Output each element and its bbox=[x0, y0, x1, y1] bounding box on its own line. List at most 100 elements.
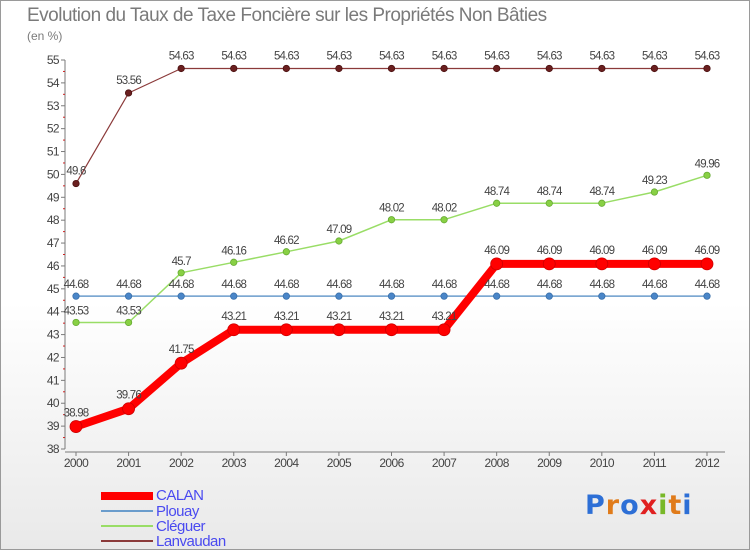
data-label-lanvaudan: 54.63 bbox=[695, 50, 720, 62]
point-plouay bbox=[177, 292, 185, 300]
point-lanvaudan bbox=[650, 64, 659, 73]
data-label-cleguer: 45.7 bbox=[172, 256, 192, 268]
x-tick-label: 2001 bbox=[116, 456, 141, 470]
data-label-plouay: 44.68 bbox=[169, 279, 194, 291]
chart-subtitle: (en %) bbox=[27, 29, 63, 43]
y-tick-label: 38 bbox=[47, 442, 60, 456]
series-plouay bbox=[72, 292, 711, 300]
point-lanvaudan bbox=[598, 64, 606, 73]
data-label-plouay: 44.68 bbox=[537, 279, 562, 291]
point-calan bbox=[332, 323, 346, 337]
logo-letter: t bbox=[668, 490, 683, 521]
point-cleguer bbox=[230, 258, 238, 266]
point-lanvaudan bbox=[230, 64, 238, 73]
data-label-lanvaudan: 54.63 bbox=[169, 50, 194, 62]
x-tick-label: 2004 bbox=[274, 456, 299, 470]
point-plouay bbox=[230, 292, 238, 300]
point-lanvaudan bbox=[703, 64, 711, 73]
point-cleguer bbox=[124, 318, 133, 327]
point-calan bbox=[69, 420, 83, 433]
point-cleguer bbox=[282, 248, 290, 256]
logo-letter: x bbox=[639, 490, 659, 521]
data-label-plouay: 44.68 bbox=[695, 279, 720, 291]
data-label-cleguer: 48.74 bbox=[484, 186, 510, 198]
y-tick-label: 54 bbox=[47, 76, 60, 90]
data-label-calan: 46.09 bbox=[642, 245, 667, 257]
x-tick-label: 2008 bbox=[485, 456, 510, 470]
point-plouay bbox=[72, 292, 80, 300]
data-label-plouay: 44.68 bbox=[589, 279, 614, 291]
y-tick-label: 49 bbox=[47, 190, 60, 204]
data-label-cleguer: 48.74 bbox=[589, 186, 615, 198]
logo-letter: P bbox=[585, 490, 606, 521]
point-cleguer bbox=[387, 216, 396, 224]
point-lanvaudan bbox=[387, 64, 396, 73]
legend-label-plouay: Plouay bbox=[156, 503, 199, 520]
data-label-calan: 46.09 bbox=[484, 245, 509, 257]
x-tick-label: 2011 bbox=[643, 456, 667, 470]
data-label-calan: 46.09 bbox=[589, 245, 614, 257]
data-label-cleguer: 48.02 bbox=[432, 203, 457, 215]
y-tick-label: 43 bbox=[47, 328, 60, 342]
data-label-lanvaudan: 54.63 bbox=[327, 50, 352, 62]
data-label-plouay: 44.68 bbox=[432, 279, 457, 291]
x-tick-label: 2006 bbox=[379, 456, 404, 470]
logo-letter: o bbox=[620, 490, 640, 521]
series-cleguer bbox=[72, 171, 711, 327]
logo-letter: i bbox=[682, 490, 693, 521]
logo-letter: r bbox=[605, 490, 621, 521]
x-tick-label: 2010 bbox=[590, 456, 615, 470]
data-label-lanvaudan: 54.63 bbox=[537, 50, 562, 62]
y-tick-label: 40 bbox=[47, 396, 60, 410]
x-tick-label: 2009 bbox=[537, 456, 562, 470]
point-lanvaudan bbox=[440, 64, 448, 73]
series-calan bbox=[69, 257, 714, 433]
legend-swatch-calan bbox=[101, 492, 153, 500]
x-tick-label: 2007 bbox=[432, 456, 457, 470]
data-label-plouay: 44.68 bbox=[379, 279, 404, 291]
point-lanvaudan bbox=[282, 64, 290, 73]
data-labels: 49.6 53.56 54.63 54.63 54.63 54.63 54.63 54.63 5… bbox=[64, 50, 721, 419]
data-label-calan: 41.75 bbox=[169, 344, 194, 356]
y-tick-label: 45 bbox=[47, 282, 60, 296]
point-calan bbox=[542, 257, 556, 271]
point-cleguer bbox=[335, 237, 343, 245]
legend-swatch-cleguer bbox=[101, 525, 153, 527]
y-tick-label: 53 bbox=[47, 99, 60, 113]
series-layer bbox=[69, 64, 714, 433]
legend-label-lanvaudan: Lanvaudan bbox=[156, 533, 226, 550]
point-plouay bbox=[545, 292, 553, 300]
y-tick-label: 55 bbox=[47, 53, 60, 67]
data-label-cleguer: 49.23 bbox=[642, 175, 667, 187]
data-label-cleguer: 48.02 bbox=[379, 203, 404, 215]
y-tick-label: 47 bbox=[47, 236, 60, 250]
point-cleguer bbox=[703, 171, 711, 179]
y-tick-label: 46 bbox=[47, 259, 60, 273]
data-label-plouay: 44.68 bbox=[274, 279, 299, 291]
point-plouay bbox=[493, 292, 501, 300]
data-label-plouay: 44.68 bbox=[327, 279, 352, 291]
data-label-calan: 43.21 bbox=[221, 311, 246, 323]
data-label-lanvaudan: 54.63 bbox=[432, 50, 457, 62]
point-calan bbox=[279, 323, 293, 337]
data-label-lanvaudan: 54.63 bbox=[379, 50, 404, 62]
data-label-calan: 43.21 bbox=[379, 311, 404, 323]
y-tick-label: 50 bbox=[47, 167, 60, 181]
logo-letter: i bbox=[658, 490, 669, 521]
data-label-lanvaudan: 53.56 bbox=[116, 75, 141, 87]
point-plouay bbox=[650, 292, 659, 300]
point-cleguer bbox=[598, 199, 606, 207]
data-label-lanvaudan: 54.63 bbox=[589, 50, 614, 62]
point-plouay bbox=[598, 292, 606, 300]
series-lanvaudan bbox=[72, 64, 711, 188]
point-lanvaudan bbox=[177, 64, 185, 73]
point-cleguer bbox=[177, 269, 185, 277]
data-label-calan: 46.09 bbox=[695, 245, 720, 257]
point-plouay bbox=[335, 292, 343, 300]
y-tick-label: 52 bbox=[47, 122, 60, 136]
axes: 38 39 40 41 42 43 44 45 46 47 48 49 50 51 52 53 54 55 2000… bbox=[47, 53, 725, 470]
point-calan bbox=[174, 356, 188, 370]
point-cleguer bbox=[650, 188, 659, 196]
data-label-calan: 43.21 bbox=[432, 311, 457, 323]
